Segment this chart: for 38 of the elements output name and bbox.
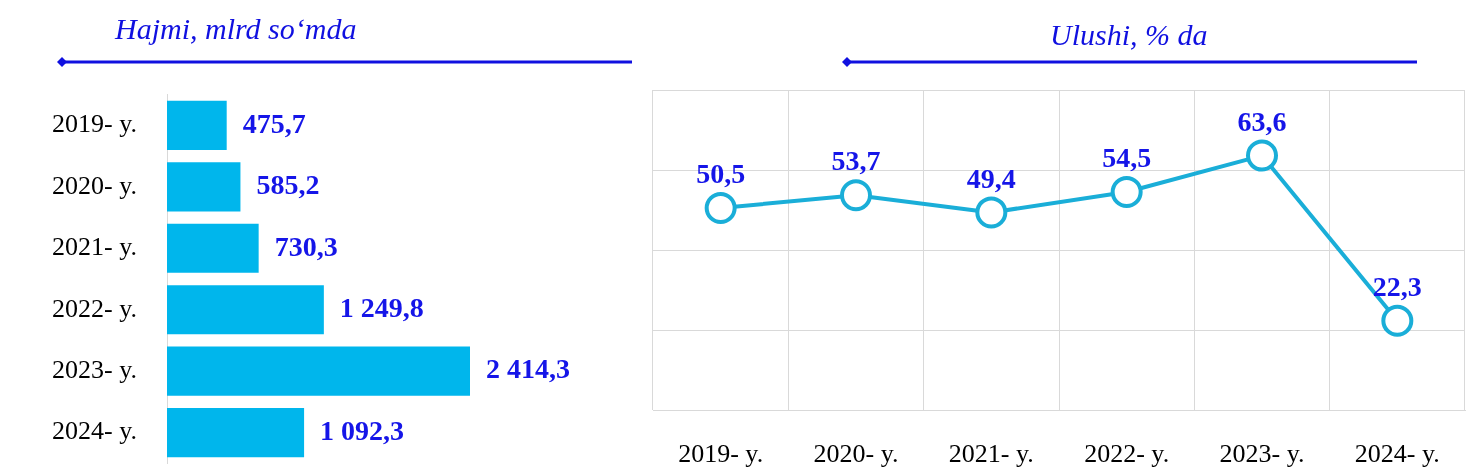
point xyxy=(1110,176,1143,208)
x-tick-label: 2020- y. xyxy=(813,439,899,469)
point xyxy=(1381,304,1414,337)
bar xyxy=(167,346,470,396)
chart-title: Hajmi, mlrd so‘mda xyxy=(115,12,357,46)
y-tick-label: 2023- y. xyxy=(52,355,137,385)
bar xyxy=(167,223,259,273)
x-tick-label: 2022- y. xyxy=(1084,439,1170,469)
y-tick-label: 2020- y. xyxy=(52,170,137,200)
data-label: 585,2 xyxy=(256,169,320,201)
point xyxy=(975,196,1008,229)
y-tick-label: 2021- y. xyxy=(52,232,137,262)
data-label: 50,5 xyxy=(696,158,746,190)
point xyxy=(1246,139,1278,172)
data-label: 2 414,3 xyxy=(486,353,570,385)
point xyxy=(704,192,737,224)
bar xyxy=(167,285,324,335)
y-tick-label: 2022- y. xyxy=(52,293,137,323)
data-label: 475,7 xyxy=(242,107,306,139)
data-label: 730,3 xyxy=(274,230,338,262)
x-tick-label: 2021- y. xyxy=(948,439,1034,469)
data-label: 49,4 xyxy=(966,162,1016,194)
y-tick-label: 2019- y. xyxy=(52,109,137,139)
bar xyxy=(167,162,241,212)
x-tick-label: 2024- y. xyxy=(1354,439,1440,469)
data-label: 1 249,8 xyxy=(339,291,424,323)
bar xyxy=(167,408,305,458)
data-label: 54,5 xyxy=(1102,142,1152,174)
bar xyxy=(167,100,227,150)
data-label: 53,7 xyxy=(831,145,881,177)
point xyxy=(840,179,872,212)
data-label: 63,6 xyxy=(1237,105,1287,137)
x-tick-label: 2023- y. xyxy=(1219,439,1305,469)
chart-title: Ulushi, % da xyxy=(1050,18,1208,52)
x-tick-label: 2019- y. xyxy=(678,439,764,469)
data-label: 1 092,3 xyxy=(320,414,405,446)
data-label: 22,3 xyxy=(1372,271,1422,303)
y-tick-label: 2024- y. xyxy=(52,416,137,446)
